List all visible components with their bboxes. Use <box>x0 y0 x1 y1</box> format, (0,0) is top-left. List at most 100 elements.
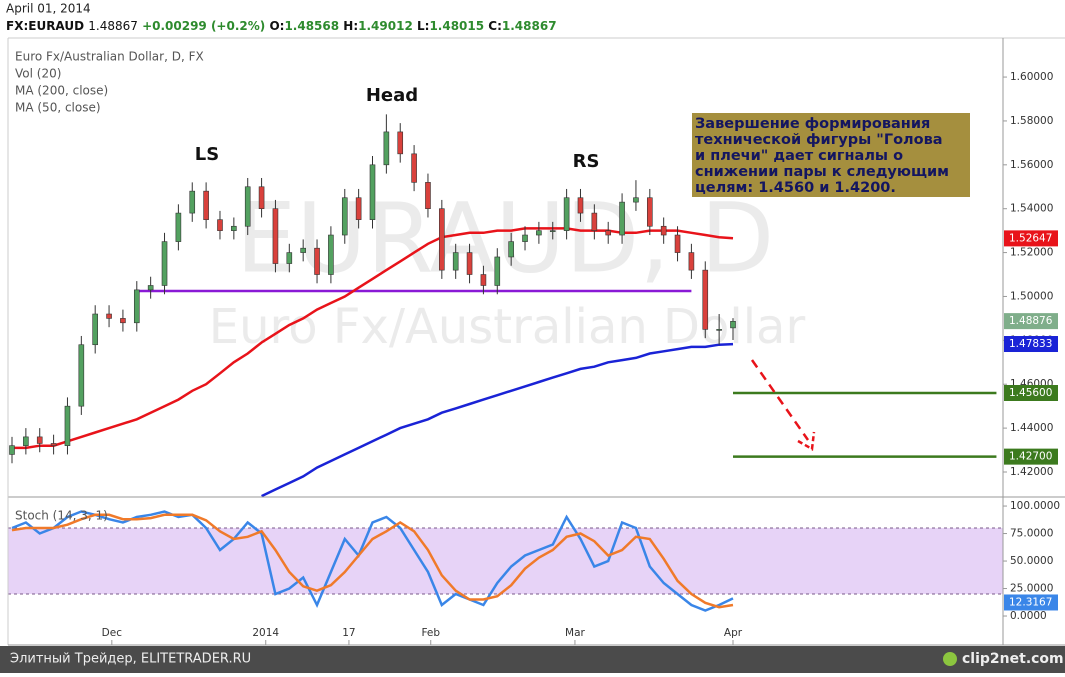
c: 1.48867 <box>502 19 557 33</box>
note-line: целям: 1.4560 и 1.4200. <box>695 180 896 196</box>
candle-body <box>605 230 612 236</box>
candle-body <box>702 269 709 330</box>
candle-body <box>341 197 348 236</box>
note: Завершение формирования технической фигу… <box>695 116 949 196</box>
candle-body <box>494 256 501 286</box>
candle-body <box>439 208 445 271</box>
y-tick-label: 1.52000 <box>1010 247 1053 259</box>
footer-right: clip2net.com <box>962 651 1064 667</box>
price-pane <box>9 114 997 497</box>
candle-body <box>314 247 320 275</box>
o: 1.48568 <box>284 19 339 33</box>
axes: 1.420001.440001.460001.480001.500001.520… <box>102 71 1060 645</box>
symbol: FX:EURAUD <box>6 19 84 33</box>
candle-body <box>23 436 29 446</box>
y-tick-label: 1.44000 <box>1010 422 1053 434</box>
candle-body <box>120 318 126 324</box>
y-tick-label: 75.0000 <box>1010 528 1053 540</box>
y-tick-label: 1.58000 <box>1010 115 1053 127</box>
logo <box>943 652 957 666</box>
candle-body <box>397 131 404 155</box>
price-marker <box>1004 336 1058 353</box>
y-tick-label: 1.54000 <box>1010 203 1053 215</box>
x-tick-label: Dec <box>102 627 123 639</box>
line <box>11 513 734 609</box>
legend-item: MA (50, close) <box>15 101 101 115</box>
annotation: Head <box>366 85 418 106</box>
candle-body <box>106 313 112 319</box>
candle-body <box>619 201 625 236</box>
candle-body <box>577 197 584 214</box>
candle-body <box>64 405 71 446</box>
arrow-head <box>797 431 816 452</box>
arrow <box>750 359 810 441</box>
candle-body <box>383 131 390 166</box>
y-tick-label: 1.42000 <box>1010 466 1053 478</box>
x-tick-label: 2014 <box>252 627 279 639</box>
price-marker <box>1004 448 1058 465</box>
candle-body <box>688 252 695 271</box>
candle-body <box>272 208 279 264</box>
candle-body <box>355 197 362 220</box>
legend-item: MA (200, close) <box>15 84 108 98</box>
candle-body <box>300 247 306 253</box>
note-line: технической фигуры "Голова <box>695 132 943 148</box>
candle-body <box>286 252 293 264</box>
note-box <box>692 113 970 197</box>
legend-item: Vol (20) <box>15 67 61 81</box>
candle-body <box>647 197 653 227</box>
candle-body <box>161 241 168 286</box>
change: +0.00299 (+0.2%) <box>142 19 265 33</box>
candle-body <box>411 153 417 183</box>
candle-body <box>217 219 223 231</box>
candle-body <box>9 445 15 455</box>
price-marker-label: 1.52647 <box>1009 232 1052 244</box>
footer-left: Элитный Трейдер, ELITETRADER.RU <box>10 652 251 667</box>
stoch-title: Stoch (14, 3, 1) <box>15 509 108 523</box>
date: April 01, 2014 <box>6 2 91 16</box>
line <box>261 342 734 497</box>
note-line: и плечи" дает сигналы о <box>695 148 903 164</box>
candle-body <box>549 230 556 232</box>
candle-body <box>175 212 182 242</box>
candle-body <box>244 186 251 227</box>
candle-body <box>369 164 376 220</box>
price-marker-label: 12.3167 <box>1009 596 1052 608</box>
line <box>12 227 734 450</box>
price-marker <box>1004 385 1058 402</box>
candle-body <box>563 197 570 231</box>
x-tick-label: Mar <box>565 627 585 639</box>
l-label: L: <box>417 19 429 33</box>
candle-body <box>147 285 154 291</box>
candle-body <box>466 252 473 275</box>
quote-line: FX:EURAUD 1.48867 +0.00299 (+0.2%) O:1.4… <box>6 19 557 33</box>
price-marker-label: 1.47833 <box>1009 338 1052 350</box>
candle-body <box>92 313 98 346</box>
x-tick-label: 17 <box>342 627 355 639</box>
candle-body <box>189 190 196 214</box>
x-tick-label: Feb <box>421 627 440 639</box>
annotation: LS <box>195 144 219 165</box>
price-marker-label: 1.42700 <box>1009 451 1052 463</box>
candle-body <box>328 234 334 275</box>
o-label: O: <box>269 19 284 33</box>
price-marker-label: 1.45600 <box>1009 387 1052 399</box>
x-tick-label: Apr <box>724 627 743 639</box>
candle-body <box>660 225 667 236</box>
candle-body <box>522 234 528 242</box>
h-label: H: <box>343 19 358 33</box>
note-line: Завершение формирования <box>695 116 930 132</box>
price-marker <box>1004 594 1058 611</box>
candle-body <box>716 329 722 331</box>
price-marker-label: 1.48876 <box>1009 315 1053 327</box>
candle-body <box>508 241 514 258</box>
y-tick-label: 25.0000 <box>1010 583 1053 595</box>
candle-body <box>78 344 85 407</box>
candle-body <box>36 436 43 444</box>
watermark: EURAUD, D <box>236 182 775 294</box>
candle-body <box>536 230 542 236</box>
candle-body <box>633 197 639 203</box>
y-tick-label: 100.0000 <box>1010 500 1060 512</box>
candle-body <box>452 252 459 271</box>
